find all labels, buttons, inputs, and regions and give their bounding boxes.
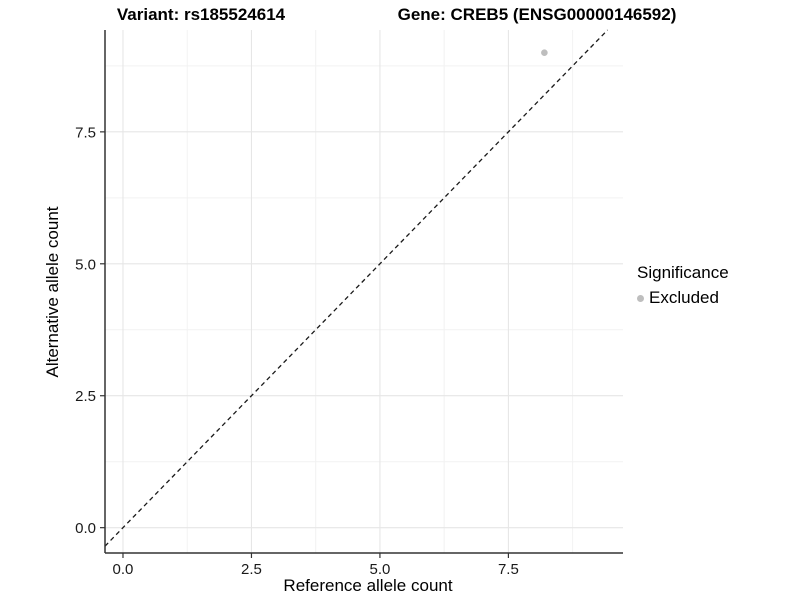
y-tick-label: 7.5	[75, 124, 96, 141]
plot-title-gene: Gene: CREB5 (ENSG00000146592)	[397, 5, 677, 24]
plot-title-variant: Variant: rs185524614	[116, 5, 286, 24]
legend-point-icon	[637, 294, 644, 302]
y-tick-label: 0.0	[75, 520, 96, 537]
legend-title: Significance	[637, 263, 729, 282]
data-point	[541, 49, 548, 56]
legend: Significance Excluded	[637, 263, 729, 308]
identity-line	[104, 29, 609, 547]
legend-item-excluded: Excluded	[637, 288, 729, 308]
legend-item-label: Excluded	[649, 288, 719, 307]
x-tick-label: 7.5	[498, 561, 519, 578]
x-axis-title: Reference allele count	[283, 576, 453, 595]
y-tick-label: 2.5	[75, 388, 96, 405]
y-axis-title: Alternative allele count	[43, 206, 62, 378]
y-tick-label: 5.0	[75, 256, 96, 273]
x-tick-label: 2.5	[241, 561, 262, 578]
x-tick-label: 0.0	[113, 561, 134, 578]
x-tick-label: 5.0	[370, 561, 391, 578]
